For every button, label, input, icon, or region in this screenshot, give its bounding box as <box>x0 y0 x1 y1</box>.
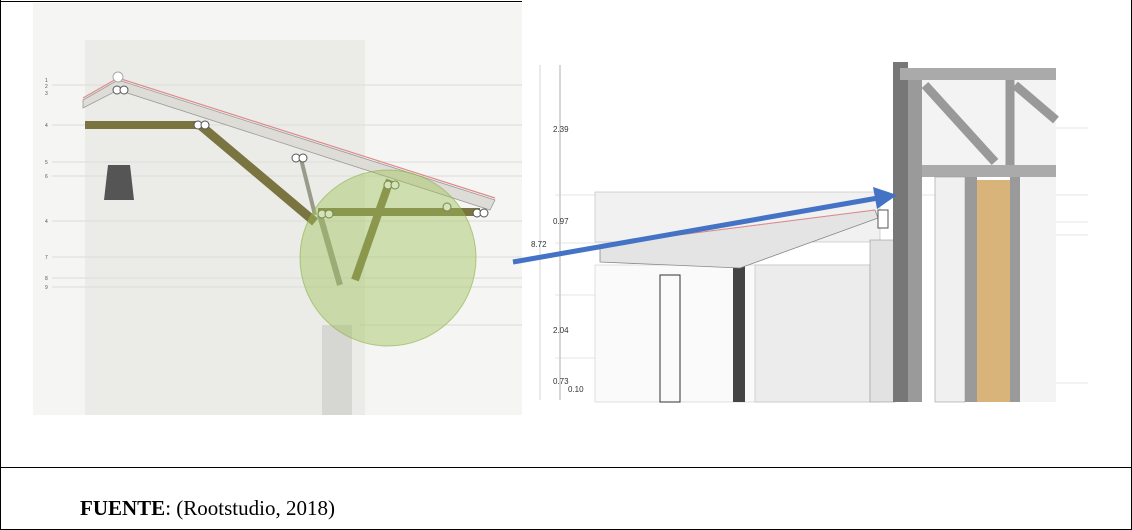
label: 3 <box>45 91 48 97</box>
left-labels: 1 2 3 4 5 6 4 7 8 9 <box>45 78 48 291</box>
roof-edge <box>117 77 496 199</box>
wall-section-drawing: 2.39 0.97 8.72 2.04 0.73 0.10 <box>522 55 1088 403</box>
label: 8 <box>45 276 48 282</box>
dimension: 2.04 <box>553 326 569 335</box>
stone-wall <box>754 264 871 403</box>
caption: FUENTE: (Rootstudio, 2018) <box>80 496 335 521</box>
panel <box>1020 177 1056 402</box>
post <box>298 154 317 216</box>
wall-panel <box>85 40 365 415</box>
panel <box>934 176 966 403</box>
brick-wall <box>869 239 896 403</box>
dimension: 8.72 <box>531 240 547 249</box>
dimension: 0.73 <box>553 377 569 386</box>
column <box>733 265 745 402</box>
arrow-head <box>873 187 897 209</box>
joints <box>112 85 489 219</box>
dimension: 0.97 <box>553 217 569 226</box>
brace <box>921 81 999 166</box>
label: 4 <box>45 123 48 129</box>
arrow <box>512 195 879 265</box>
ridge <box>112 71 124 83</box>
beam <box>85 121 200 129</box>
post <box>908 70 922 402</box>
dimension: 0.10 <box>568 385 584 394</box>
strut <box>351 178 394 282</box>
post <box>317 214 343 286</box>
top-beam <box>900 68 1056 80</box>
dimension: 2.39 <box>553 125 569 134</box>
label: 2 <box>45 84 48 90</box>
gutter <box>877 209 889 229</box>
caption-text: : (Rootstudio, 2018) <box>165 496 335 520</box>
roof-section-drawing: 1 2 3 4 5 6 4 7 8 9 <box>33 3 522 415</box>
post <box>1010 177 1020 402</box>
roof-edge <box>82 77 119 99</box>
label: 4 <box>45 219 48 225</box>
main-post <box>893 62 908 402</box>
label: 1 <box>45 78 48 84</box>
strut <box>197 121 318 226</box>
osb-panel <box>977 180 1010 402</box>
mid-beam <box>922 165 1056 177</box>
lattice-column <box>659 274 681 403</box>
detail-highlight <box>299 169 477 347</box>
label: 7 <box>45 255 48 261</box>
dimension-labels: 2.39 0.97 8.72 2.04 0.73 0.10 <box>531 125 584 394</box>
brace <box>1012 81 1059 124</box>
post <box>965 177 977 402</box>
label: 9 <box>45 285 48 291</box>
column <box>322 325 352 415</box>
caption-label: FUENTE <box>80 496 166 520</box>
label: 5 <box>45 160 48 166</box>
lamp <box>104 165 134 200</box>
label: 6 <box>45 174 48 180</box>
